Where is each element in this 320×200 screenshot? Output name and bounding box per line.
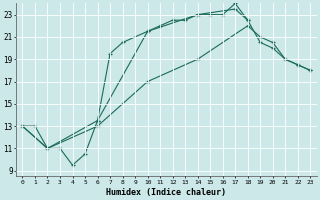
X-axis label: Humidex (Indice chaleur): Humidex (Indice chaleur) — [106, 188, 226, 197]
